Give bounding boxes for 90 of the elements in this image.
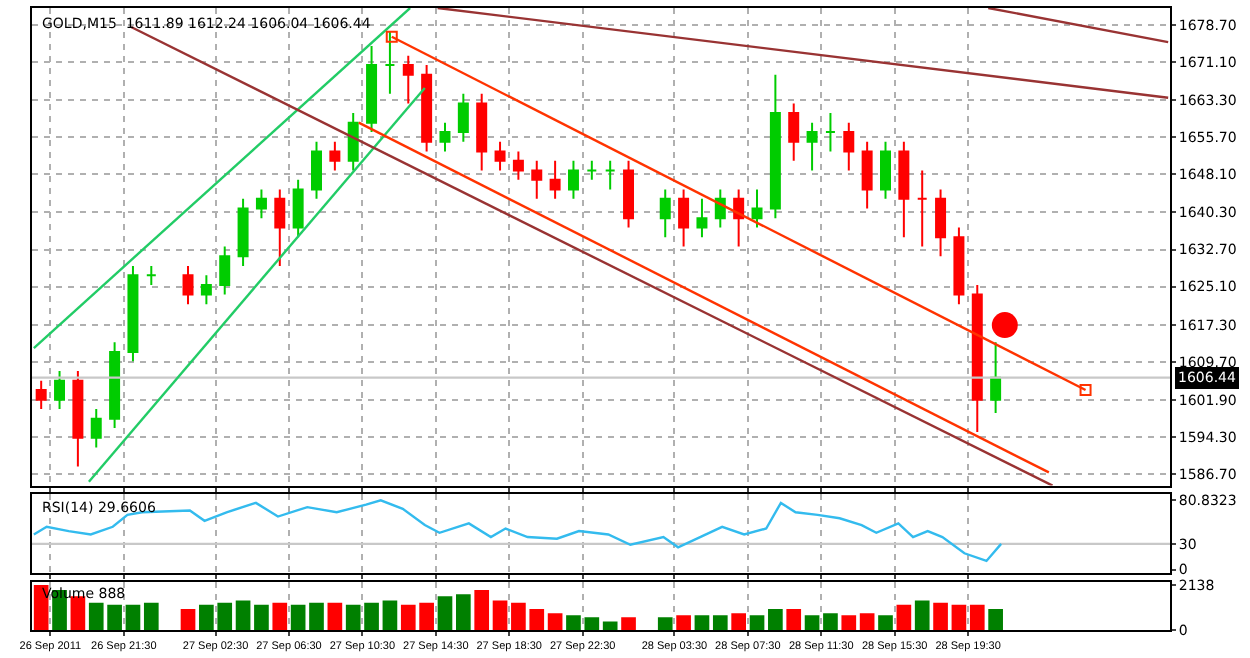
candlestick xyxy=(54,369,66,411)
point xyxy=(1079,384,1092,396)
candlestick xyxy=(971,284,983,433)
bar xyxy=(602,621,618,630)
candlestick xyxy=(366,45,378,133)
candlestick xyxy=(696,197,708,239)
bar xyxy=(272,602,288,630)
bar xyxy=(823,613,838,630)
candlestick xyxy=(494,140,506,172)
bar xyxy=(859,613,875,630)
candlestick xyxy=(90,408,102,449)
bar xyxy=(676,615,691,630)
bar xyxy=(456,594,471,630)
bar xyxy=(143,602,159,630)
candlestick xyxy=(219,245,231,296)
bar xyxy=(382,600,398,630)
bar xyxy=(125,604,141,630)
candlestick xyxy=(604,159,616,191)
bar xyxy=(988,608,1003,630)
bar xyxy=(896,604,912,630)
candlestick xyxy=(274,188,286,268)
bar xyxy=(749,615,765,630)
bar xyxy=(492,600,508,630)
line-series xyxy=(32,499,1003,563)
bar xyxy=(180,608,196,630)
bar xyxy=(768,608,783,630)
candlestick xyxy=(953,226,965,306)
bar xyxy=(951,604,967,630)
bar xyxy=(474,590,490,630)
candlestick xyxy=(329,140,341,172)
candlestick xyxy=(311,140,322,200)
bar xyxy=(804,615,820,630)
bar xyxy=(547,613,563,630)
candlestick xyxy=(623,159,635,229)
bar xyxy=(731,613,746,630)
candlestick xyxy=(439,121,451,153)
bar xyxy=(933,602,948,630)
candlestick xyxy=(659,188,671,239)
candlestick xyxy=(880,140,891,200)
bar xyxy=(878,615,893,630)
candlestick xyxy=(402,54,414,105)
bar xyxy=(290,604,306,630)
candlestick xyxy=(457,92,469,143)
candlestick xyxy=(769,73,781,220)
candlestick xyxy=(751,188,763,229)
candlestick xyxy=(806,121,818,172)
candlestick xyxy=(292,178,304,239)
candlestick xyxy=(898,140,910,239)
candlestick xyxy=(237,197,249,268)
bar xyxy=(309,602,324,630)
candlestick xyxy=(421,64,433,153)
bar xyxy=(657,617,673,630)
candlestick xyxy=(512,150,524,181)
candlestick xyxy=(200,274,212,306)
candlestick xyxy=(843,121,855,172)
candlestick xyxy=(35,379,47,411)
candlestick xyxy=(476,92,488,172)
point xyxy=(385,30,398,43)
bar xyxy=(254,604,269,630)
candlestick xyxy=(567,159,579,200)
candlestick xyxy=(549,159,561,200)
candlestick xyxy=(145,265,157,287)
bar xyxy=(712,615,728,630)
candlestick xyxy=(678,188,690,248)
bar xyxy=(70,596,86,630)
bar xyxy=(786,608,802,630)
candlestick xyxy=(990,341,1002,414)
candlestick xyxy=(916,169,928,248)
candlestick xyxy=(347,111,359,172)
point xyxy=(991,312,1018,339)
bar xyxy=(841,615,857,630)
bar xyxy=(437,596,453,630)
candlestick xyxy=(127,265,139,363)
candlestick xyxy=(733,188,745,248)
candlestick xyxy=(788,102,800,162)
bar xyxy=(969,604,985,630)
bar xyxy=(621,617,636,630)
candlestick xyxy=(182,265,194,306)
candlestick xyxy=(109,341,121,430)
candlestick xyxy=(255,188,267,220)
bar xyxy=(694,615,710,630)
candlestick xyxy=(824,111,836,153)
candlestick xyxy=(72,369,84,468)
bar xyxy=(235,600,251,630)
bar xyxy=(327,602,343,630)
candlestick xyxy=(935,188,947,258)
candlestick xyxy=(531,159,543,200)
candlestick xyxy=(586,159,598,181)
bar xyxy=(914,600,930,630)
candlestick xyxy=(861,140,873,210)
